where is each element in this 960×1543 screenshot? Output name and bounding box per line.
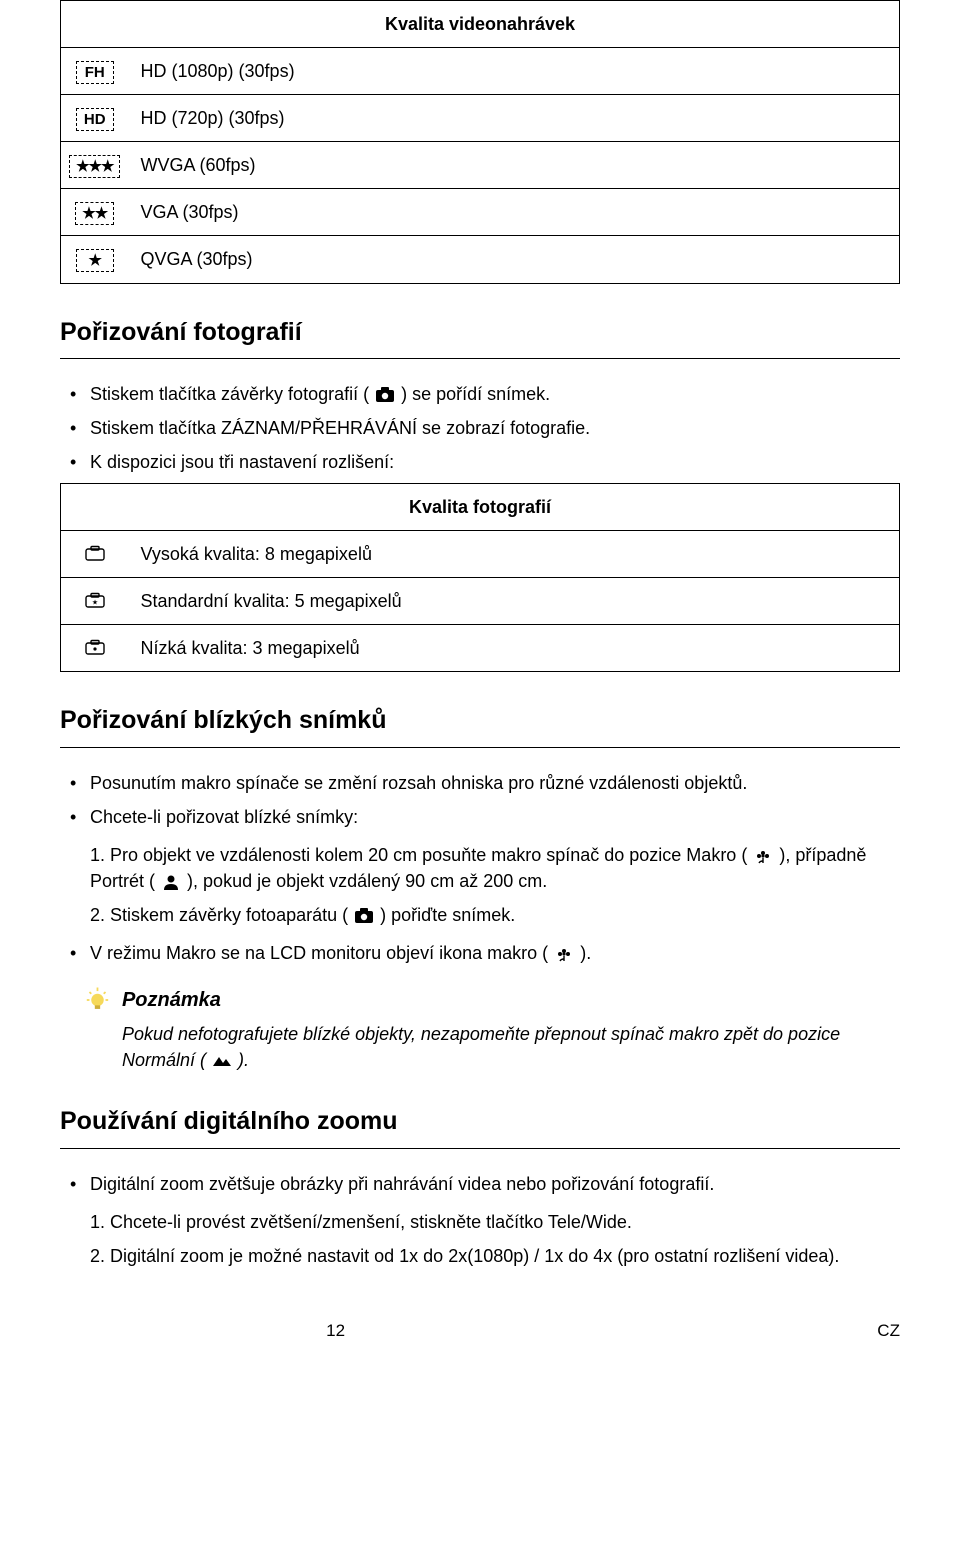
row-icon [61,625,129,672]
row-label: HD (1080p) (30fps) [129,48,900,95]
note-text: Pokud nefotografujete blízké objekty, ne… [122,1021,880,1073]
bullets-zoom: Digitální zoom zvětšuje obrázky při nahr… [60,1155,900,1197]
row-label: QVGA (30fps) [129,236,900,283]
row-label: VGA (30fps) [129,189,900,236]
row-icon: FH [61,48,129,95]
table-row: HD HD (720p) (30fps) [61,95,900,142]
row-icon [61,578,129,625]
language-code: CZ [877,1319,900,1344]
note-block: Poznámka Pokud nefotografujete blízké ob… [85,986,900,1073]
list-item: Stiskem tlačítka závěrky fotografií ( ) … [70,381,900,407]
row-icon: HD [61,95,129,142]
section-title-zoom: Používání digitálního zoomu [60,1103,900,1148]
table-row: Nízká kvalita: 3 megapixelů [61,625,900,672]
page-number: 12 [326,1319,345,1344]
camera-icon [353,906,375,924]
table-row: ★ QVGA (30fps) [61,236,900,283]
note-title: Poznámka [122,986,880,1015]
table-row: Standardní kvalita: 5 megapixelů [61,578,900,625]
numbered-list-zoom: 1. Chcete-li provést zvětšení/zmenšení, … [60,1205,900,1269]
row-label: Standardní kvalita: 5 megapixelů [129,578,900,625]
list-item: Posunutím makro spínače se změní rozsah … [70,770,900,796]
row-icon [61,531,129,578]
portrait-icon [160,872,182,890]
flower-icon [553,944,575,962]
bullets-close: Posunutím makro spínače se změní rozsah … [60,754,900,830]
row-label: HD (720p) (30fps) [129,95,900,142]
flower-icon [752,846,774,864]
section-title-close: Pořizování blízkých snímků [60,702,900,747]
list-item: K dispozici jsou tři nastavení rozlišení… [70,449,900,475]
footer: 12 CZ [60,1319,900,1344]
table-header: Kvalita fotografií [61,484,900,531]
row-label: Nízká kvalita: 3 megapixelů [129,625,900,672]
numbered-list-close: 1. Pro objekt ve vzdálenosti kolem 20 cm… [60,838,900,928]
table-row: Vysoká kvalita: 8 megapixelů [61,531,900,578]
row-icon: ★★ [61,189,129,236]
row-icon: ★★★ [61,142,129,189]
list-item: V režimu Makro se na LCD monitoru objeví… [70,940,900,966]
table-row: ★★ VGA (30fps) [61,189,900,236]
list-item: Chcete-li pořizovat blízké snímky: [70,804,900,830]
camera-icon [374,385,396,403]
bulb-icon [85,986,110,1014]
row-label: WVGA (60fps) [129,142,900,189]
table-header: Kvalita videonahrávek [61,1,900,48]
photo-quality-table: Kvalita fotografií Vysoká kvalita: 8 meg… [60,483,900,672]
video-quality-table: Kvalita videonahrávek FH HD (1080p) (30f… [60,0,900,284]
mountain-icon [211,1051,233,1069]
list-item: 2. Digitální zoom je možné nastavit od 1… [90,1243,900,1269]
list-item: Digitální zoom zvětšuje obrázky při nahr… [70,1171,900,1197]
bullets-photos: Stiskem tlačítka závěrky fotografií ( ) … [60,365,900,475]
list-item: 2. Stiskem závěrky fotoaparátu ( ) pořiď… [90,902,900,928]
table-row: FH HD (1080p) (30fps) [61,48,900,95]
bullets-close-2: V režimu Makro se na LCD monitoru objeví… [60,936,900,966]
section-title-photos: Pořizování fotografií [60,314,900,359]
row-icon: ★ [61,236,129,283]
table-row: ★★★ WVGA (60fps) [61,142,900,189]
row-label: Vysoká kvalita: 8 megapixelů [129,531,900,578]
list-item: 1. Pro objekt ve vzdálenosti kolem 20 cm… [90,842,900,894]
list-item: 1. Chcete-li provést zvětšení/zmenšení, … [90,1209,900,1235]
list-item: Stiskem tlačítka ZÁZNAM/PŘEHRÁVÁNÍ se zo… [70,415,900,441]
